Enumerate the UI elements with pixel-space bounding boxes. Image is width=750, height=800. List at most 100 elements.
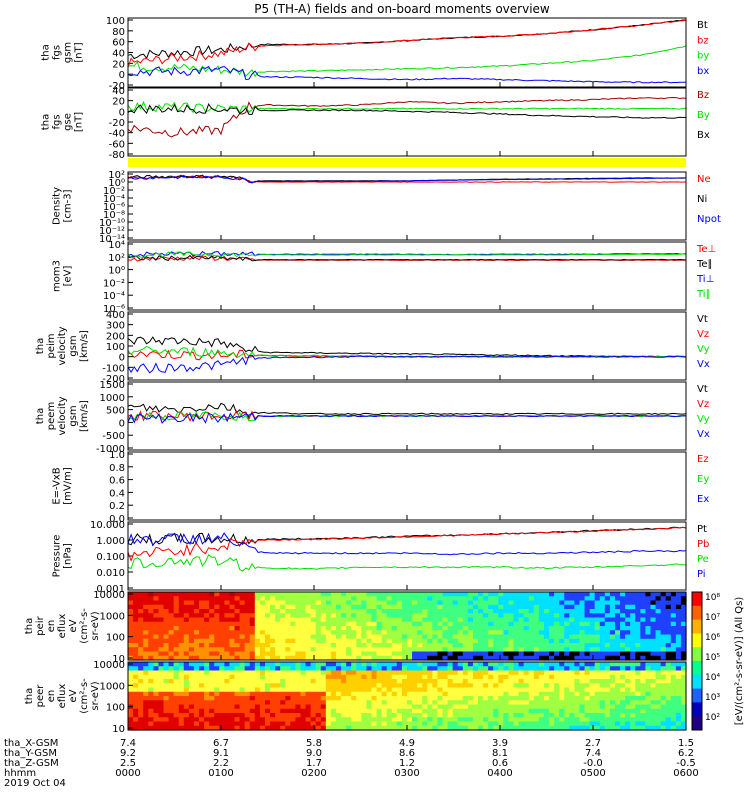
spectrogram-cell	[457, 647, 464, 653]
spectrogram-cell	[234, 643, 241, 648]
spectrogram-cell	[589, 647, 596, 653]
spectrogram-cell	[549, 708, 555, 714]
spectrogram-cell	[538, 604, 545, 610]
spectrogram-cell	[153, 600, 160, 606]
spectrogram-cell	[361, 670, 368, 676]
spectrogram-cell	[193, 704, 200, 710]
spectrogram-cell	[239, 626, 246, 631]
spectrogram-cell	[219, 708, 225, 714]
spectrogram-cell	[346, 696, 352, 701]
spectrogram-cell	[462, 666, 469, 672]
spectrogram-cell	[645, 721, 652, 727]
spectrogram-cell	[635, 713, 641, 718]
spectrogram-cell	[625, 600, 631, 606]
spectrogram-cell	[488, 708, 494, 714]
spectrogram-cell	[229, 592, 236, 597]
y-tick-label: 0	[119, 353, 125, 364]
spectrogram-cell	[625, 679, 631, 684]
spectrogram-cell	[351, 713, 357, 718]
spectrogram-cell	[143, 600, 149, 606]
spectrogram-cell	[173, 626, 180, 631]
spectrogram-cell	[447, 621, 454, 627]
spectrogram-cell	[173, 621, 180, 627]
spectrogram-cell	[193, 708, 200, 714]
spectrogram-cell	[330, 696, 337, 701]
spectrogram-cell	[584, 604, 591, 610]
spectrogram-cell	[361, 713, 368, 718]
spectrogram-cell	[523, 592, 530, 597]
spectrogram-cell	[533, 596, 540, 602]
spectrogram-cell	[330, 704, 337, 710]
spectrogram-cell	[412, 721, 418, 727]
spectrogram-cell	[219, 638, 225, 644]
spectrogram-cell	[462, 626, 469, 631]
spectrogram-cell	[665, 647, 672, 653]
spectrogram-cell	[183, 713, 190, 718]
spectrogram-cell	[554, 600, 560, 606]
spectrogram-cell	[609, 696, 616, 701]
y-axis-label-line: tha	[41, 114, 52, 130]
spectrogram-cell	[310, 717, 317, 723]
spectrogram-cell	[275, 674, 281, 680]
spectrogram-cell	[351, 617, 357, 623]
spectrogram-cell	[462, 634, 469, 640]
spectrogram-cell	[183, 700, 190, 706]
spectrogram-cell	[574, 626, 581, 631]
spectrogram-cell	[285, 683, 291, 689]
spectrogram-cell	[528, 643, 535, 648]
spectrogram-cell	[488, 638, 494, 644]
y-axis-label-line: E=-VxB	[52, 467, 63, 504]
spectrogram-cell	[620, 683, 626, 689]
spectrogram-cell	[508, 600, 515, 606]
spectrogram-cell	[351, 621, 357, 627]
spectrogram-cell	[270, 630, 276, 636]
spectrogram-cell	[538, 626, 545, 631]
spectrogram-cell	[640, 638, 647, 644]
spectrogram-cell	[498, 713, 504, 718]
spectrogram-cell	[401, 713, 408, 718]
spectrogram-cell	[670, 674, 677, 680]
spectrogram-cell	[148, 651, 154, 657]
spectrogram-cell	[452, 708, 459, 714]
spectrogram-cell	[264, 687, 271, 693]
spectrogram-cell	[204, 683, 210, 689]
spectrogram-cell	[442, 666, 449, 672]
spectrogram-cell	[640, 643, 647, 648]
spectrogram-cell	[143, 651, 149, 657]
spectrogram-cell	[305, 670, 312, 676]
spectrogram-cell	[604, 613, 611, 619]
spectrogram-cell	[209, 670, 215, 676]
spectrogram-cell	[259, 630, 266, 636]
spectrogram-cell	[128, 617, 134, 623]
spectrogram-cell	[264, 725, 271, 731]
spectrogram-cell	[614, 674, 621, 680]
spectrogram-cell	[412, 634, 418, 640]
spectrogram-cell	[290, 670, 296, 676]
spectrogram-cell	[351, 704, 357, 710]
spectrogram-cell	[310, 655, 317, 661]
spectrogram-cell	[645, 626, 652, 631]
spectrogram-cell	[412, 666, 418, 672]
spectrogram-cell	[559, 687, 565, 693]
spectrogram-cell	[549, 725, 555, 731]
spectrogram-cell	[422, 674, 428, 680]
spectrogram-cell	[295, 721, 302, 727]
spectrogram-cell	[209, 600, 215, 606]
spectrogram-cell	[523, 655, 530, 661]
spectrogram-cell	[275, 708, 281, 714]
spectrogram-cell	[280, 596, 286, 602]
spectrogram-cell	[680, 662, 687, 667]
spectrogram-cell	[143, 713, 149, 718]
spectrogram-cell	[609, 596, 616, 602]
spectrogram-cell	[604, 691, 611, 697]
spectrogram-cell	[335, 643, 342, 648]
spectrogram-cell	[488, 696, 494, 701]
spectrogram-cell	[351, 592, 357, 597]
spectrogram-cell	[422, 691, 428, 697]
spectrogram-cell	[381, 604, 388, 610]
spectrogram-cell	[361, 687, 368, 693]
spectrogram-cell	[604, 696, 611, 701]
spectrogram-cell	[163, 662, 170, 667]
spectrogram-cell	[199, 687, 205, 693]
